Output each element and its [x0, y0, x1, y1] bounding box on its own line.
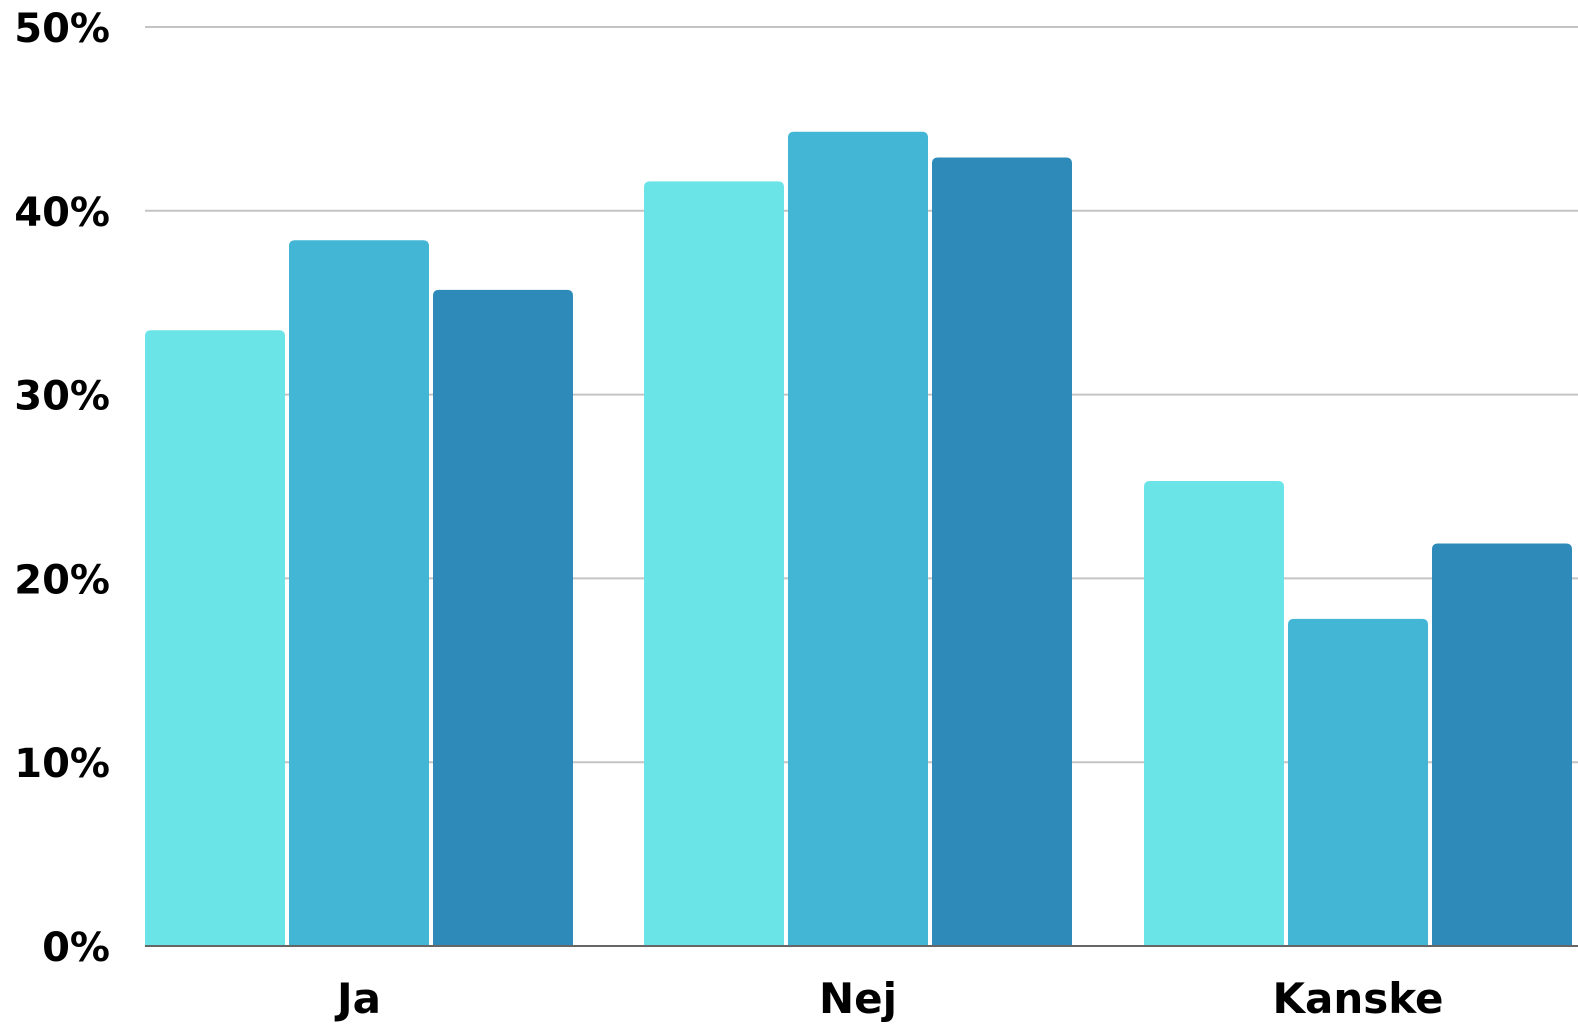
bar-nej-series-2: [788, 131, 928, 947]
bar-ja-series-3: [433, 289, 573, 947]
y-tick-label: 40%: [14, 190, 110, 236]
bar-nej-series-1: [644, 181, 784, 947]
y-tick-label: 0%: [42, 925, 110, 971]
bar-group-ja: [145, 240, 573, 947]
bar-group-kanske: [1144, 480, 1572, 946]
x-category-label: Nej: [819, 974, 897, 1023]
bar-ja-series-2: [289, 240, 429, 946]
bar-nej-series-3: [932, 157, 1072, 947]
y-tick-label: 10%: [14, 741, 110, 787]
bar-kanske-series-2: [1288, 618, 1428, 946]
bars: [145, 131, 1572, 947]
y-tick-label: 50%: [14, 6, 110, 52]
y-tick-label: 30%: [14, 374, 110, 420]
bar-ja-series-1: [145, 330, 285, 946]
y-tick-label: 20%: [14, 557, 110, 603]
x-category-label: Kanske: [1272, 974, 1443, 1023]
x-category-label: Ja: [334, 974, 381, 1023]
bar-group-nej: [644, 131, 1072, 947]
bar-kanske-series-1: [1144, 480, 1284, 946]
y-axis-ticks: 0% 10% 20% 30% 40% 50%: [14, 6, 110, 971]
x-axis-categories: Ja Nej Kanske: [334, 974, 1444, 1023]
bar-kanske-series-3: [1432, 543, 1572, 946]
